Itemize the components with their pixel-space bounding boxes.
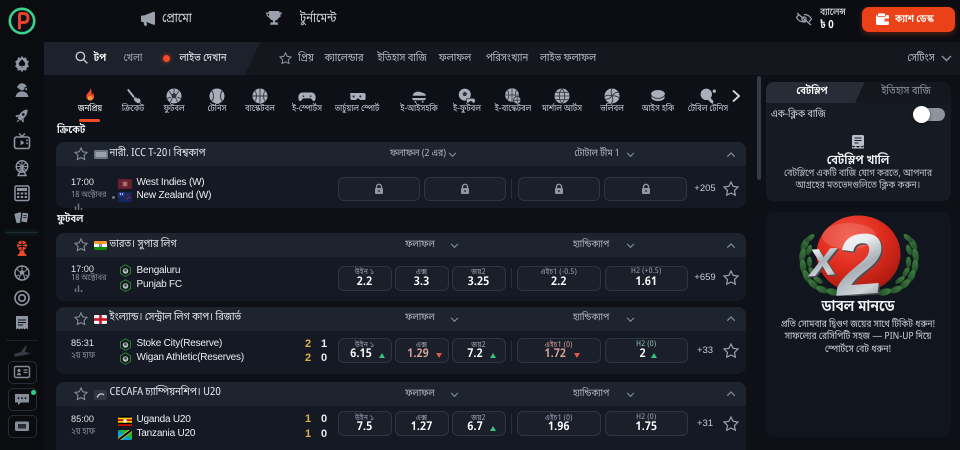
svg-text:2: 2 [832, 217, 888, 296]
svg-text:x: x [804, 229, 841, 287]
svg-text:x: x [806, 231, 843, 289]
svg-text:2: 2 [830, 215, 886, 296]
